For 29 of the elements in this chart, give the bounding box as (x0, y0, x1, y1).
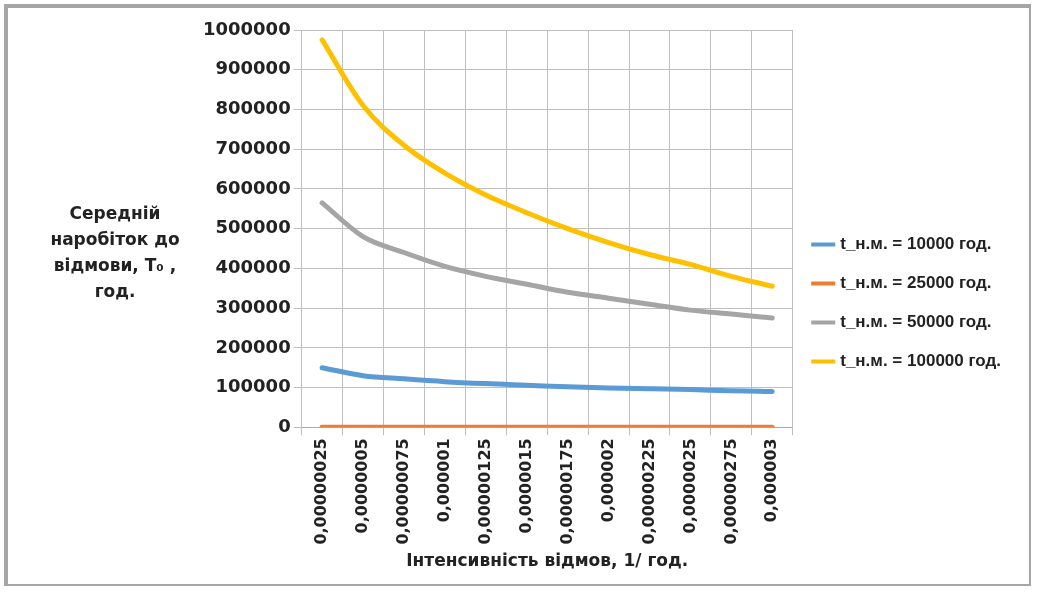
x-tick-label: 0,000001 (434, 438, 454, 523)
y-axis-title: Середній наробіток до відмови, Т₀ , год. (49, 202, 181, 303)
legend-label: t_н.м. = 50000 год. (840, 312, 992, 332)
x-tick-label: 0,00000075 (393, 438, 413, 545)
y-tick-label: 0 (278, 415, 291, 436)
y-tick-label: 200000 (215, 335, 291, 357)
y-tick-label: 300000 (215, 295, 291, 317)
x-tick-label: 0,0000025 (679, 438, 699, 534)
y-tick-label: 900000 (215, 57, 291, 79)
y-tick-label: 400000 (215, 256, 291, 278)
y-tick-label: 1000000 (203, 17, 291, 39)
x-tick-label: 0,00000125 (474, 438, 494, 545)
y-tick-label: 600000 (215, 176, 291, 198)
y-tick-label: 700000 (215, 136, 291, 158)
x-tick-label: 0,00000225 (638, 438, 658, 545)
x-tick-label: 0,00000275 (720, 438, 740, 545)
x-tick-label: 0,00000175 (556, 438, 576, 545)
legend-label: t_н.м. = 10000 год. (840, 234, 992, 254)
x-tick-label: 0,00000025 (311, 438, 331, 545)
x-tick-label: 0,0000005 (352, 438, 372, 534)
x-tick-label: 0,000003 (761, 438, 781, 523)
legend-label: t_н.м. = 100000 год. (840, 351, 1001, 371)
x-axis-title: Інтенсивність відмов, 1/ год. (406, 550, 689, 571)
y-tick-label: 800000 (215, 97, 291, 119)
legend-label: t_н.м. = 25000 год. (840, 273, 992, 293)
x-tick-label: 0,000002 (597, 438, 617, 523)
y-tick-label: 100000 (215, 375, 291, 397)
y-tick-label: 500000 (215, 216, 291, 238)
x-tick-label: 0,0000015 (515, 438, 535, 534)
